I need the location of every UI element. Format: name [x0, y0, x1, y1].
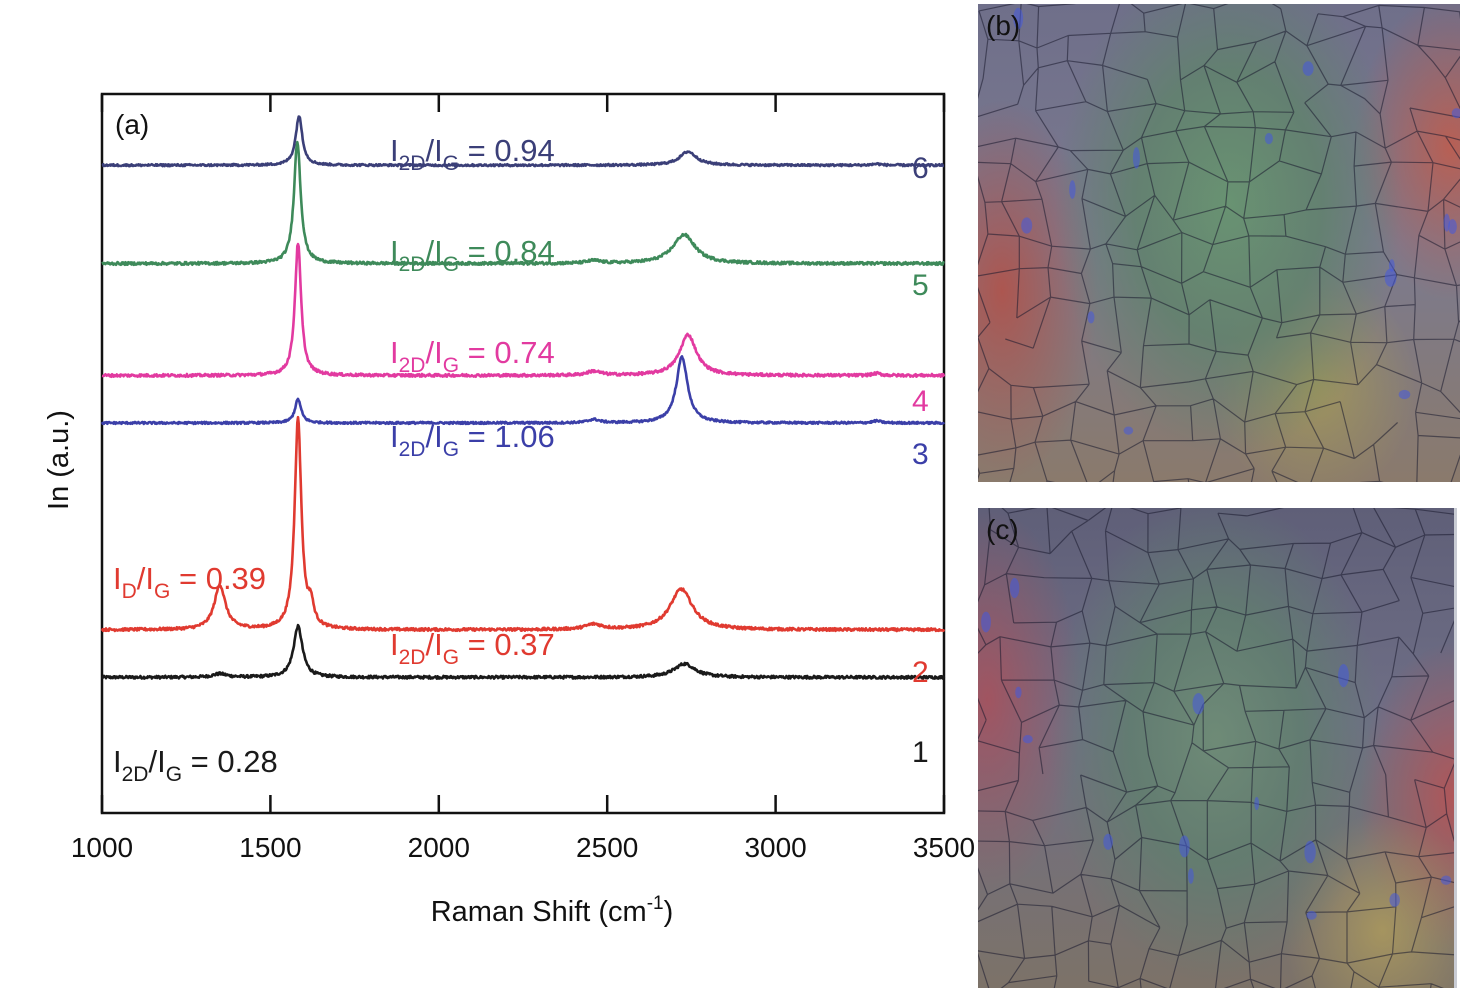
crack-network	[978, 4, 1460, 482]
blue-speck	[1443, 213, 1450, 232]
series-line-1	[100, 623, 946, 680]
x-axis-title-sup: -1	[647, 893, 664, 914]
blue-speck	[1389, 893, 1400, 907]
blue-speck	[1264, 133, 1273, 145]
blue-speck	[1254, 796, 1260, 811]
micrograph-c-cracks	[978, 508, 1454, 988]
x-tick-label: 2000	[408, 832, 470, 863]
annotation-layer: I2D/IG = 0.28 1 I2D/IG = 0.37 ID/IG = 0.39 2…	[113, 133, 929, 786]
x-axis-title: Raman Shift (cm-1)	[431, 893, 674, 928]
ratio-label-5: I2D/IG = 0.84	[390, 234, 555, 276]
x-axis-title-main: Raman Shift (cm	[431, 896, 647, 928]
trace-number-4: 4	[912, 385, 929, 418]
x-tick-label: 1000	[71, 832, 133, 863]
panel-b-label: (b)	[986, 10, 1021, 41]
ratio-label-2: I2D/IG = 0.37	[390, 627, 555, 669]
ratio-label-6: I2D/IG = 0.94	[390, 133, 555, 175]
x-tick-label: 1500	[239, 832, 301, 863]
blue-speck	[1179, 835, 1190, 858]
blue-speck	[1123, 426, 1134, 435]
series-layer	[100, 115, 946, 680]
micrograph-panel-b: (b)	[978, 4, 1460, 482]
x-axis-title-close: )	[664, 896, 674, 928]
micrograph-panel-c: (c)	[978, 508, 1454, 988]
panel-c-border	[1454, 508, 1457, 988]
series-line-4	[101, 242, 946, 379]
blue-speck	[1448, 219, 1457, 235]
blue-speck	[1192, 693, 1205, 715]
blue-speck	[1440, 875, 1452, 885]
crack-network	[978, 508, 1454, 988]
blue-speck	[1009, 577, 1020, 599]
blue-speck	[1384, 268, 1397, 287]
x-tick-label: 2500	[576, 832, 638, 863]
blue-speck	[1069, 180, 1076, 199]
series-line-2	[100, 415, 946, 633]
trace-number-1: 1	[912, 736, 929, 769]
micrograph-b-cracks	[978, 4, 1460, 482]
blue-speck	[981, 611, 991, 633]
blue-speck	[1132, 147, 1140, 169]
x-tick-label: 3000	[744, 832, 806, 863]
blue-speck	[1306, 910, 1317, 920]
blue-speck	[1388, 259, 1395, 272]
blue-speck	[1103, 833, 1113, 850]
blue-speck	[1302, 61, 1314, 76]
ratio-label-4: I2D/IG = 0.74	[390, 335, 555, 377]
blue-speck	[1451, 108, 1460, 119]
blue-speck	[1304, 840, 1316, 864]
blue-speck	[1398, 389, 1411, 400]
blue-speck	[1013, 7, 1024, 30]
blue-speck	[1015, 686, 1022, 699]
trace-number-2: 2	[912, 656, 929, 689]
trace-number-6: 6	[912, 152, 929, 185]
x-tick-label: 3500	[913, 832, 975, 863]
y-axis-title: In (a.u.)	[43, 410, 75, 510]
blue-speck	[1338, 664, 1349, 688]
blue-speck	[1087, 311, 1095, 324]
ratio-label-2-d: ID/IG = 0.39	[113, 561, 266, 603]
series-line-5	[101, 140, 945, 267]
panel-c-label: (c)	[986, 514, 1019, 545]
trace-number-5: 5	[912, 269, 929, 302]
blue-speck	[1188, 868, 1194, 884]
series-line-3	[100, 355, 946, 426]
plot-border	[100, 92, 946, 815]
blue-speck	[1021, 217, 1033, 234]
trace-number-3: 3	[912, 438, 929, 471]
plot-frame: 1000 1500 2000 2500 3000 3500	[71, 92, 975, 863]
blue-speck	[1022, 735, 1033, 744]
panel-a-label: (a)	[115, 109, 149, 140]
series-line-6	[101, 115, 945, 168]
ratio-label-1: I2D/IG = 0.28	[113, 744, 278, 786]
ratio-label-3: I2D/IG = 1.06	[390, 419, 555, 461]
